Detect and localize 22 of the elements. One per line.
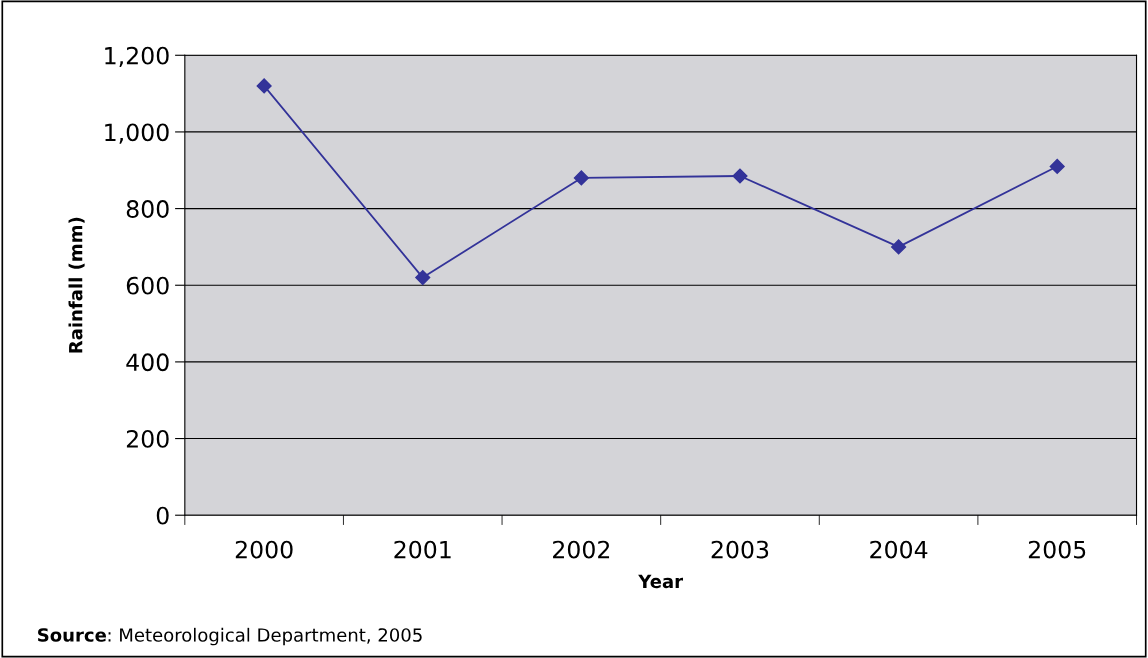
y-tick-label: 1,000 — [105, 123, 169, 144]
y-tick-label: 400 — [126, 353, 169, 372]
point — [1049, 158, 1065, 174]
x-axis-title: Year — [638, 574, 683, 589]
y-tick-label: 800 — [126, 200, 169, 218]
source-note: Source: Meteorological Department, 2005 — [38, 627, 422, 646]
x-tick-label: 2003 — [711, 540, 769, 559]
x-tick-label: 2002 — [553, 540, 610, 559]
x-tick-label: 2000 — [235, 540, 293, 559]
point — [415, 270, 431, 286]
y-tick-label: 1,200 — [105, 46, 169, 67]
y-tick-label: 200 — [126, 430, 169, 448]
point — [891, 239, 907, 255]
y-tick-label: 0 — [156, 506, 169, 525]
x-tick-label: 2001 — [394, 540, 451, 559]
point — [256, 78, 272, 94]
point — [732, 168, 748, 184]
point — [573, 170, 589, 186]
x-tick-label: 2004 — [870, 540, 928, 559]
y-tick-label: 600 — [126, 276, 169, 295]
y-axis-title: Rainfall (mm) — [68, 217, 85, 353]
x-tick-label: 2005 — [1028, 540, 1086, 559]
